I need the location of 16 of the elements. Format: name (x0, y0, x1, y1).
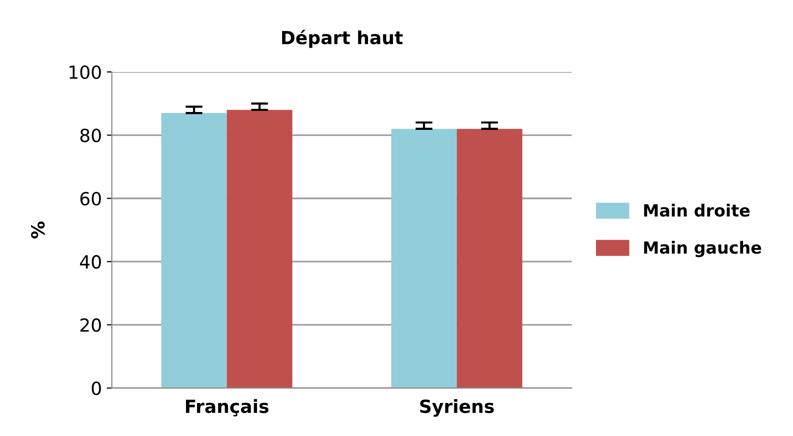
y-axis-title: % (31, 222, 45, 238)
legend-label: Main droite (644, 204, 750, 217)
bar (391, 128, 457, 388)
x-tick-label: Syriens (420, 399, 494, 417)
bar (226, 110, 292, 388)
y-tick-label: 60 (80, 192, 101, 206)
bar (456, 128, 522, 388)
legend-label: Main gauche (644, 240, 762, 258)
y-tick-label: 20 (80, 318, 101, 332)
bar (161, 113, 227, 388)
y-tick-label: 40 (80, 255, 101, 269)
y-tick-label: 0 (92, 382, 101, 396)
chart-title: Départ haut (282, 30, 403, 48)
y-tick-label: 80 (80, 128, 101, 142)
y-tick-label: 100 (70, 65, 101, 80)
x-tick-label: Français (186, 399, 268, 416)
